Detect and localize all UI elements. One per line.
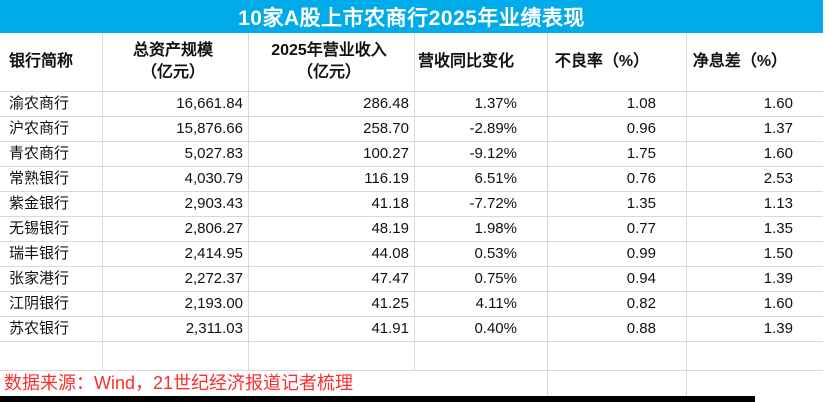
value-cell: 2.53 — [763, 170, 793, 187]
bank-name-cell: 苏农银行 — [0, 317, 103, 341]
bank-name-cell: 紫金银行 — [0, 192, 103, 216]
table-row: 无锡银行 2,806.27 48.19 1.98% 0.77 1.35 — [0, 217, 823, 242]
column-header-bank: 银行简称 — [0, 33, 103, 91]
value-cell: 2,272.37 — [103, 267, 249, 291]
value-cell: 4,030.79 — [103, 167, 249, 191]
value-cell: -7.72% — [415, 192, 548, 216]
value-cell: 0.88 — [548, 317, 687, 341]
value-cell: 1.39 — [763, 320, 793, 337]
value-cell: 286.48 — [249, 92, 415, 116]
table-row: 瑞丰银行 2,414.95 44.08 0.53% 0.99 1.50 — [0, 242, 823, 267]
value-cell: 2,806.27 — [103, 217, 249, 241]
value-cell: 2,414.95 — [103, 242, 249, 266]
table-body: 渝农商行 16,661.84 286.48 1.37% 1.08 1.60 沪农商行 15,8… — [0, 92, 823, 342]
value-cell: 1.08 — [548, 92, 687, 116]
value-cell: 1.13 — [763, 195, 793, 212]
value-cell: 2,311.03 — [103, 317, 249, 341]
table-row: 常熟银行 4,030.79 116.19 6.51% 0.76 2.53 — [0, 167, 823, 192]
table-row: 沪农商行 15,876.66 258.70 -2.89% 0.96 1.37 — [0, 117, 823, 142]
value-cell: 1.60 — [763, 145, 793, 162]
value-cell: 1.75 — [548, 142, 687, 166]
value-cell: 1.98% — [415, 217, 548, 241]
value-cell: 0.53% — [415, 242, 548, 266]
table-row: 张家港行 2,272.37 47.47 0.75% 0.94 1.39 — [0, 267, 823, 292]
empty-row — [0, 342, 823, 371]
value-cell: 0.76 — [548, 167, 687, 191]
value-cell: 100.27 — [249, 142, 415, 166]
bank-name-cell: 江阴银行 — [0, 292, 103, 316]
table-row: 青农商行 5,027.83 100.27 -9.12% 1.75 1.60 — [0, 142, 823, 167]
value-cell: 1.35 — [548, 192, 687, 216]
table-row: 渝农商行 16,661.84 286.48 1.37% 1.08 1.60 — [0, 92, 823, 117]
bank-name-cell: 沪农商行 — [0, 117, 103, 141]
column-header-assets: 总资产规模 （亿元） — [103, 33, 249, 91]
value-cell: 47.47 — [249, 267, 415, 291]
table-header-row: 银行简称 总资产规模 （亿元） 2025年营业收入 （亿元） 营收同比变化 不良… — [0, 33, 823, 92]
data-source-text: 数据来源：Wind，21世纪经济报道记者梳理 — [4, 373, 354, 393]
value-cell: 2,193.00 — [103, 292, 249, 316]
source-row: 数据来源：Wind，21世纪经济报道记者梳理 — [0, 371, 823, 396]
value-cell: 258.70 — [249, 117, 415, 141]
value-cell: 1.39 — [763, 270, 793, 287]
value-cell: -9.12% — [415, 142, 548, 166]
value-cell: 41.18 — [249, 192, 415, 216]
page-title: 10家A股上市农商行2025年业绩表现 — [238, 6, 585, 30]
banks-table: 10家A股上市农商行2025年业绩表现 银行简称 总资产规模 （亿元） 2025… — [0, 0, 823, 396]
bank-name-cell: 青农商行 — [0, 142, 103, 166]
table-title-bar: 10家A股上市农商行2025年业绩表现 — [0, 0, 823, 33]
value-cell: 0.96 — [548, 117, 687, 141]
value-cell: 15,876.66 — [103, 117, 249, 141]
value-cell: 48.19 — [249, 217, 415, 241]
bank-name-cell: 无锡银行 — [0, 217, 103, 241]
value-cell: -2.89% — [415, 117, 548, 141]
bottom-edge-bar — [0, 396, 755, 402]
column-header-npl: 不良率（%） — [548, 33, 687, 91]
value-cell: 1.35 — [763, 220, 793, 237]
value-cell: 0.94 — [548, 267, 687, 291]
value-cell: 41.25 — [249, 292, 415, 316]
value-cell: 0.82 — [548, 292, 687, 316]
value-cell: 0.75% — [415, 267, 548, 291]
value-cell: 1.60 — [763, 95, 793, 112]
column-header-revenue: 2025年营业收入 （亿元） — [249, 33, 415, 91]
value-cell: 41.91 — [249, 317, 415, 341]
value-cell: 0.77 — [548, 217, 687, 241]
value-cell: 1.37 — [763, 120, 793, 137]
bank-name-cell: 常熟银行 — [0, 167, 103, 191]
value-cell: 6.51% — [415, 167, 548, 191]
table-row: 江阴银行 2,193.00 41.25 4.11% 0.82 1.60 — [0, 292, 823, 317]
value-cell: 16,661.84 — [103, 92, 249, 116]
value-cell: 0.40% — [415, 317, 548, 341]
bank-name-cell: 瑞丰银行 — [0, 242, 103, 266]
value-cell: 1.60 — [763, 295, 793, 312]
value-cell: 0.99 — [548, 242, 687, 266]
value-cell: 5,027.83 — [103, 142, 249, 166]
table-row: 紫金银行 2,903.43 41.18 -7.72% 1.35 1.13 — [0, 192, 823, 217]
value-cell: 4.11% — [415, 292, 548, 316]
value-cell: 44.08 — [249, 242, 415, 266]
value-cell: 1.37% — [415, 92, 548, 116]
bank-name-cell: 张家港行 — [0, 267, 103, 291]
value-cell: 116.19 — [249, 167, 415, 191]
bank-name-cell: 渝农商行 — [0, 92, 103, 116]
column-header-yoy: 营收同比变化 — [415, 33, 548, 91]
value-cell: 2,903.43 — [103, 192, 249, 216]
value-cell: 1.50 — [763, 245, 793, 262]
column-header-nim: 净息差（%） — [692, 53, 788, 71]
table-row: 苏农银行 2,311.03 41.91 0.40% 0.88 1.39 — [0, 317, 823, 342]
